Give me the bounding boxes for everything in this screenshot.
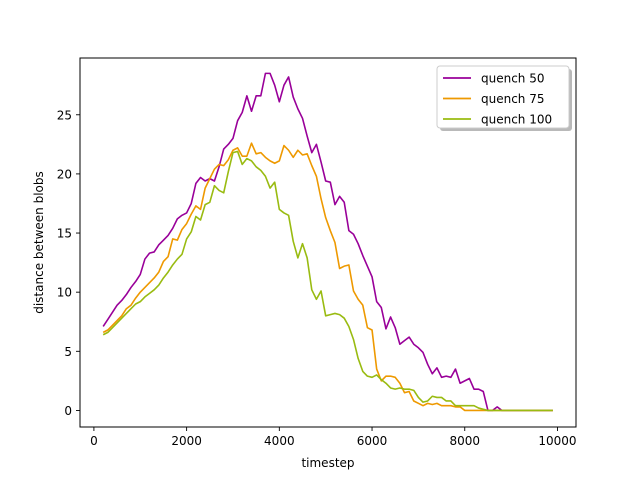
series-line-2 [102,142,553,412]
x-axis-label: timestep [301,456,354,470]
series-line-3 [102,150,553,412]
x-axis: 0 2000 4000 6000 8000 10000 [90,427,577,448]
legend-entries: quench 50 quench 75 quench 100 [443,72,552,127]
y-tick-label: 10 [57,286,72,300]
x-tick-label: 8000 [449,434,480,448]
x-tick-label: 0 [90,434,98,448]
x-tick-label: 6000 [357,434,388,448]
plot-lines [102,72,553,412]
series-line-1 [102,72,553,412]
x-tick-label: 2000 [171,434,202,448]
legend-label-1: quench 50 [481,72,545,86]
legend: quench 50 quench 75 quench 100 [436,65,572,131]
legend-label-2: quench 75 [481,92,545,106]
y-tick-label: 20 [57,167,72,181]
x-tick-label: 4000 [264,434,295,448]
axes-frame [79,57,577,428]
legend-label-3: quench 100 [481,113,552,127]
y-tick-label: 0 [64,404,72,418]
y-tick-label: 5 [64,345,72,359]
legend-box [436,65,570,129]
y-tick-label: 15 [57,227,72,241]
y-axis: 0 5 10 15 20 25 [57,108,80,418]
y-tick-label: 25 [57,108,72,122]
x-tick-label: 10000 [538,434,576,448]
y-axis-label: distance between blobs [32,171,46,314]
